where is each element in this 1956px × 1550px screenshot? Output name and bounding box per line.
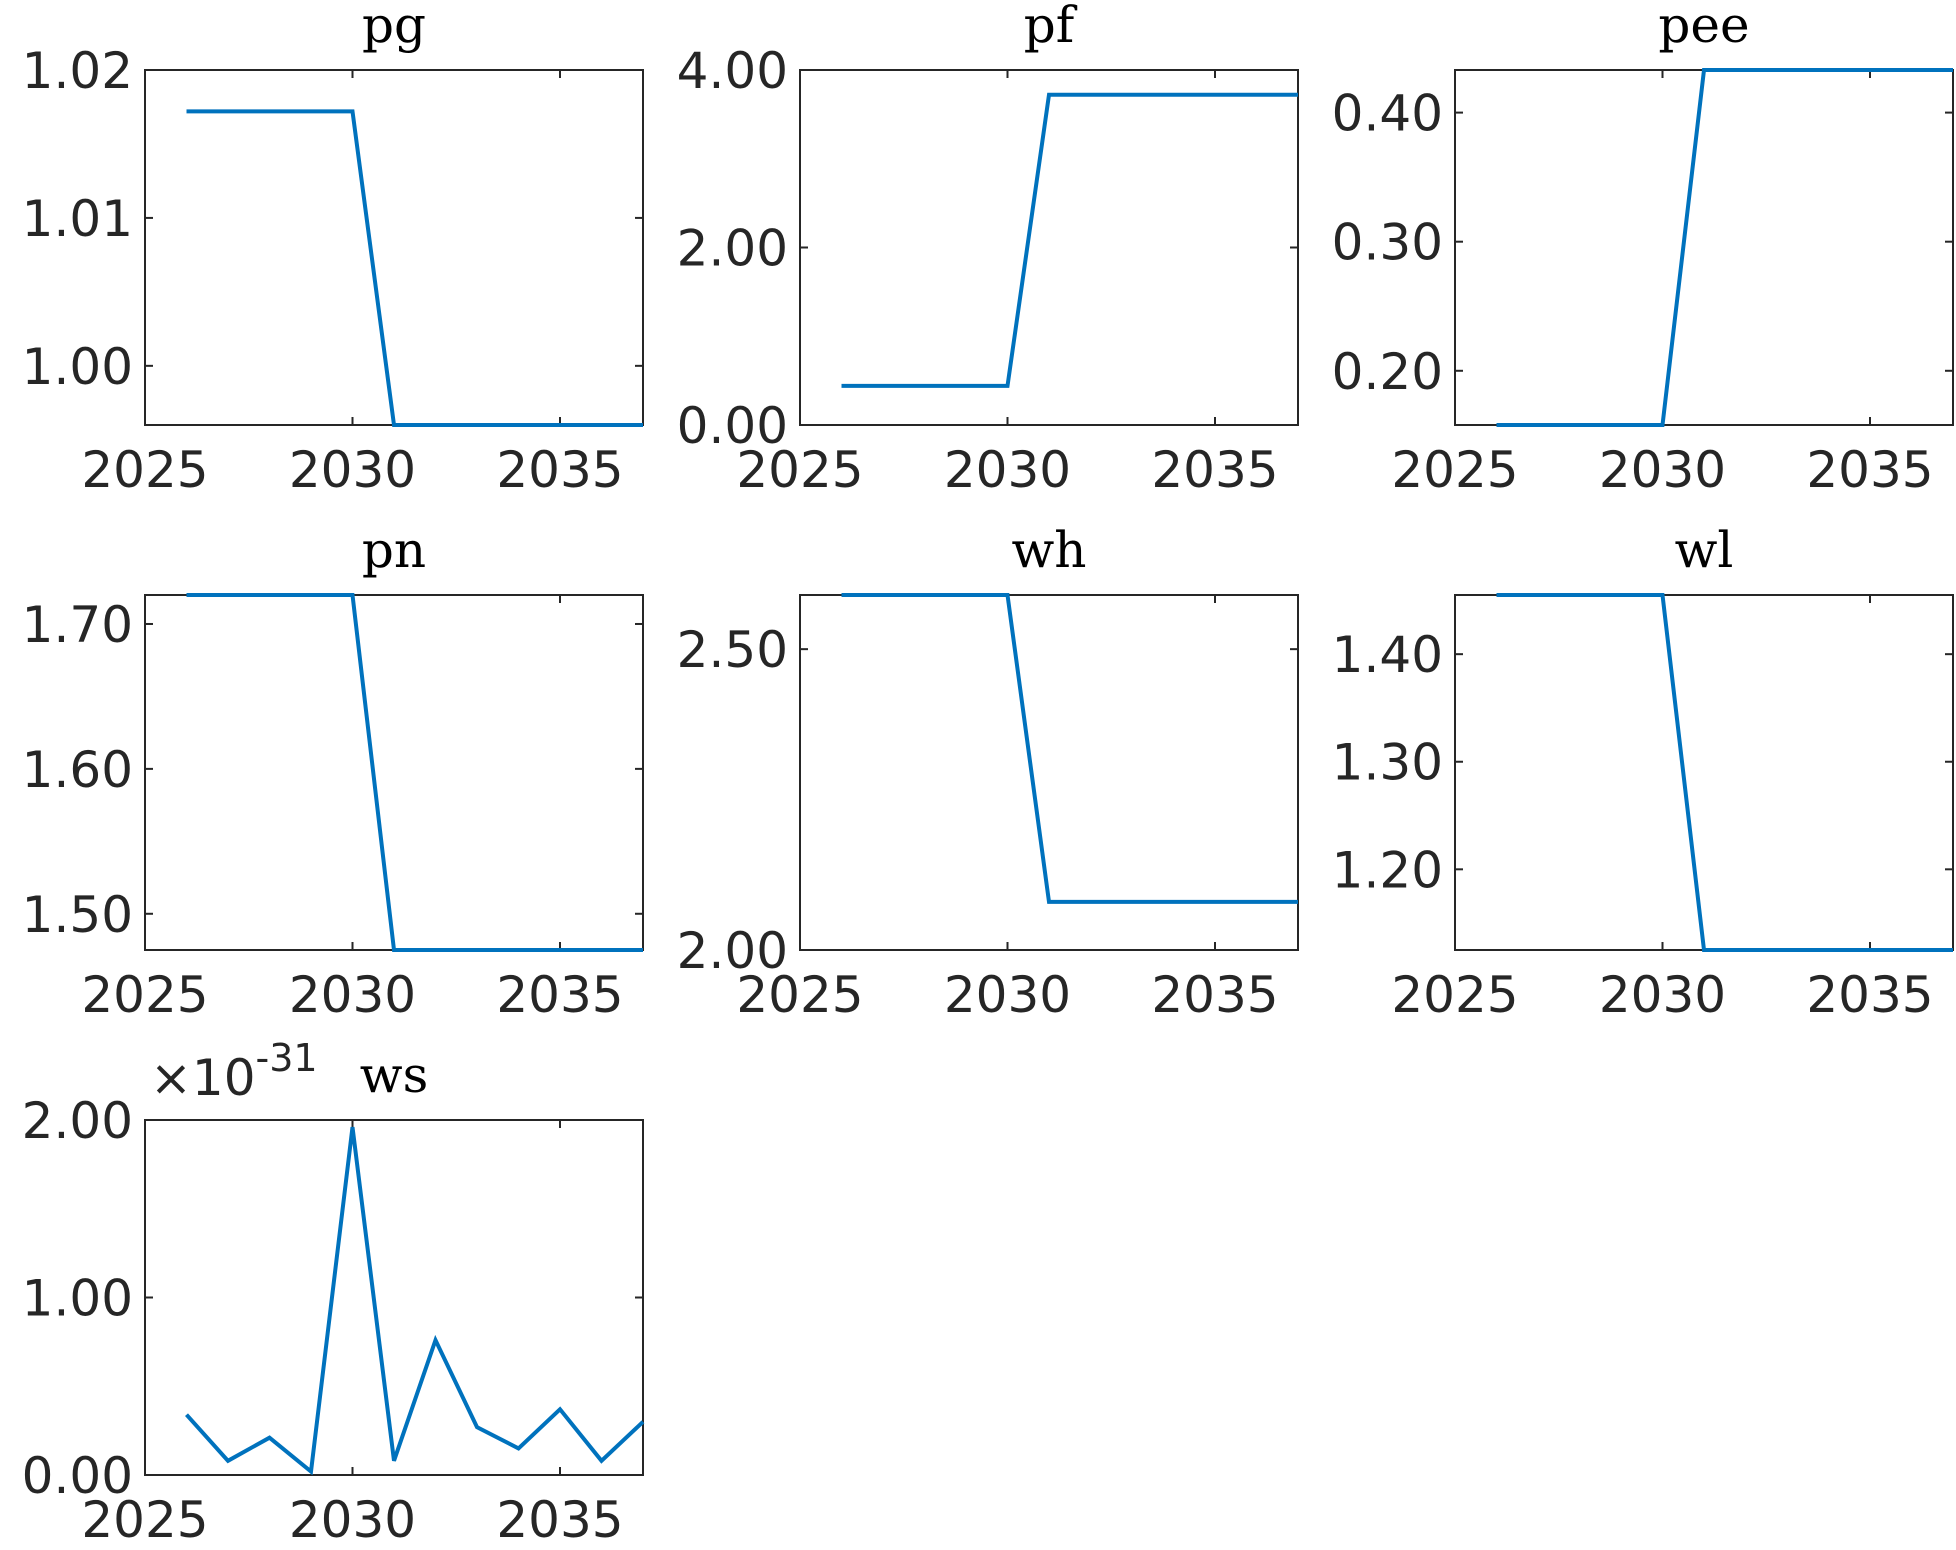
y-tick-label: 2.00: [22, 1092, 133, 1150]
series-line: [841, 92, 1298, 388]
axes-frame: [144, 594, 644, 951]
y-tick-label: 0.30: [1332, 214, 1443, 272]
y-tick-label: 4.00: [677, 42, 788, 100]
x-tick-label: 2030: [289, 441, 416, 499]
subplot-title: ws: [360, 1046, 428, 1104]
subplot-pn: 2025 2030 2035 1.50 1.60 1.70 pn: [22, 521, 644, 1024]
y-tick-label: 1.01: [22, 190, 133, 248]
subplot-ws: 2025 2030 2035 0.00 1.00 2.00 ws ×10-31: [22, 1036, 645, 1549]
subplot-pg: 2025 2030 2035 1.00 1.01 1.02 pg: [22, 0, 644, 499]
axes-frame: [799, 594, 1299, 951]
series-line: [185, 1126, 645, 1476]
axes-frame: [1454, 594, 1954, 951]
series-line: [186, 593, 643, 952]
x-tick-label: 2035: [496, 1491, 623, 1549]
y-tick-label: 1.70: [22, 596, 133, 654]
x-tick-label: 2035: [1806, 966, 1933, 1024]
y-tick-label: 2.00: [677, 922, 788, 980]
y-tick-label: 2.00: [677, 220, 788, 278]
axes-frame: [799, 69, 1299, 426]
x-tick-label: 2030: [289, 966, 416, 1024]
subplot-wh: 2025 2030 2035 2.00 2.50 wh: [677, 521, 1299, 1024]
y-tick-label: 2.50: [677, 621, 788, 679]
x-tick-label: 2035: [1151, 966, 1278, 1024]
subplot-title: pg: [362, 0, 426, 54]
y-tick-label: 1.50: [22, 886, 133, 944]
y-tick-label: 1.40: [1332, 626, 1443, 684]
x-tick-label: 2025: [81, 1491, 208, 1549]
axes-frame: [1454, 69, 1954, 426]
subplot-title: wh: [1012, 521, 1087, 579]
subplot-pf: 2025 2030 2035 0.00 2.00 4.00 pf: [677, 0, 1299, 499]
y-tick-label: 0.20: [1332, 343, 1443, 401]
subplot-wl: 2025 2030 2035 1.20 1.30 1.40 wl: [1332, 521, 1954, 1024]
x-tick-label: 2035: [1151, 441, 1278, 499]
x-tick-label: 2025: [736, 441, 863, 499]
x-tick-label: 2025: [736, 966, 863, 1024]
y-tick-label: 1.00: [22, 1270, 133, 1328]
subplot-pee: 2025 2030 2035 0.20 0.30 0.40 pee: [1332, 0, 1954, 499]
x-tick-label: 2025: [81, 966, 208, 1024]
x-tick-label: 2030: [944, 966, 1071, 1024]
x-tick-label: 2025: [1391, 966, 1518, 1024]
axes-frame: [144, 69, 644, 426]
x-tick-label: 2025: [1391, 441, 1518, 499]
subplot-title: pee: [1658, 0, 1749, 54]
y-tick-label: 0.00: [22, 1447, 133, 1505]
axis-exponent-power: -31: [256, 1036, 318, 1080]
x-tick-label: 2030: [289, 1491, 416, 1549]
x-tick-label: 2030: [1599, 441, 1726, 499]
x-tick-label: 2035: [496, 441, 623, 499]
series-line: [186, 109, 643, 427]
subplot-title: pf: [1024, 0, 1078, 54]
x-tick-label: 2035: [1806, 441, 1933, 499]
subplot-title: wl: [1675, 521, 1734, 579]
axis-exponent-label: ×10-31: [150, 1036, 318, 1107]
series-line: [1496, 68, 1953, 427]
x-tick-label: 2030: [944, 441, 1071, 499]
series-line: [1496, 593, 1953, 952]
y-tick-label: 0.00: [677, 397, 788, 455]
y-tick-label: 0.40: [1332, 85, 1443, 143]
y-tick-label: 1.00: [22, 338, 133, 396]
y-tick-label: 1.20: [1332, 841, 1443, 899]
x-tick-label: 2025: [81, 441, 208, 499]
series-line: [841, 593, 1298, 904]
y-tick-label: 1.60: [22, 741, 133, 799]
y-tick-label: 1.30: [1332, 734, 1443, 792]
x-tick-label: 2030: [1599, 966, 1726, 1024]
y-tick-label: 1.02: [22, 42, 133, 100]
subplot-title: pn: [362, 521, 426, 579]
x-tick-label: 2035: [496, 966, 623, 1024]
